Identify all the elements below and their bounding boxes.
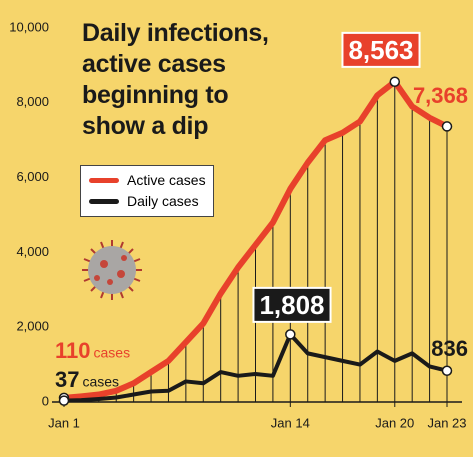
y-tick-label: 10,000 (9, 19, 49, 34)
data-label: 37 (55, 367, 79, 392)
legend: Active cases Daily cases (80, 165, 214, 217)
point-marker (285, 329, 296, 340)
series-line (61, 78, 450, 401)
data-label: 110 (55, 338, 91, 363)
data-label-group: 836 (431, 336, 468, 361)
legend-label: Active cases (127, 172, 206, 188)
data-label: 7,368 (413, 83, 468, 108)
legend-swatch (89, 198, 119, 204)
series-line (62, 332, 449, 403)
legend-label: Daily cases (127, 193, 199, 209)
data-label-group: 37 cases (55, 367, 119, 392)
point-marker (58, 395, 70, 406)
data-label-group: 110 cases (55, 338, 130, 363)
data-label-group: 7,368 (413, 83, 468, 108)
legend-item: Active cases (89, 172, 206, 188)
virus-icon (82, 240, 142, 300)
y-tick-label: 4,000 (16, 244, 49, 259)
point-marker (389, 76, 401, 87)
data-label: 836 (431, 336, 468, 361)
legend-item: Daily cases (89, 193, 199, 209)
x-tick-label: Jan 20 (375, 415, 414, 430)
legend-swatch (89, 177, 119, 183)
y-tick-label: 8,000 (16, 94, 49, 109)
data-label-unit: cases (82, 374, 119, 390)
x-tick-label: Jan 14 (271, 415, 310, 430)
x-tick-label: Jan 23 (427, 415, 466, 430)
data-label-box (341, 31, 421, 68)
y-tick-label: 2,000 (16, 319, 49, 334)
y-tick-label: 6,000 (16, 169, 49, 184)
data-label: 8,563 (348, 35, 413, 65)
data-label: 1,808 (259, 290, 324, 320)
y-tick-label: 0 (42, 393, 49, 408)
chart-title: Daily infections, active cases beginning… (82, 19, 269, 140)
point-marker (441, 365, 453, 376)
data-label-group: 1,808 (252, 286, 332, 323)
data-label-group: 8,563 (341, 31, 421, 68)
point-marker (441, 121, 453, 132)
data-label-unit: cases (94, 345, 131, 361)
x-tick-label: Jan 1 (48, 415, 80, 430)
data-label-box (252, 286, 332, 323)
